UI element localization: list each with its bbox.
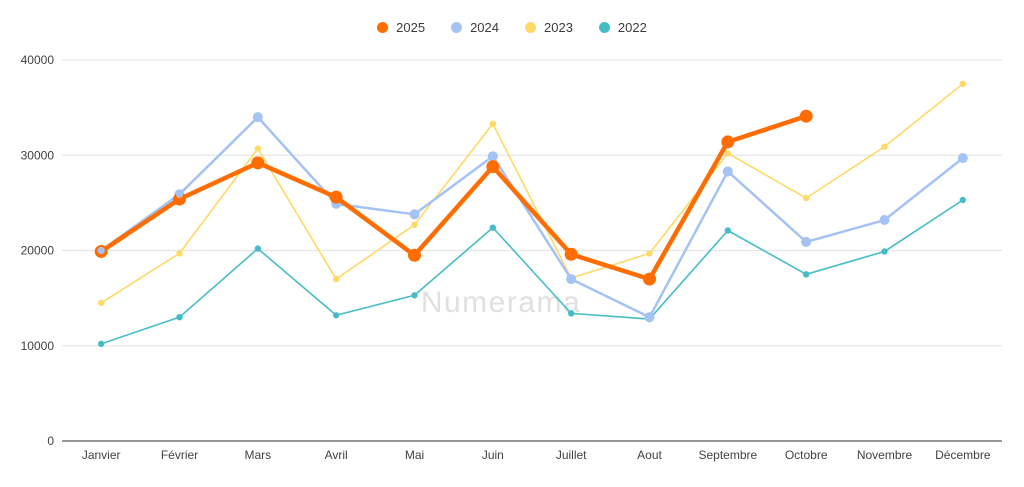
y-axis-tick-label: 10000 — [21, 339, 55, 353]
data-point-2023 — [489, 120, 497, 128]
x-axis-tick-label: Avril — [325, 448, 348, 462]
data-point-2022 — [881, 248, 888, 255]
series-line-2022 — [100, 199, 964, 345]
data-point-2025 — [408, 248, 421, 262]
legend-dot-2025-icon — [377, 22, 389, 33]
data-point-2025 — [564, 247, 578, 261]
legend-item-2022: 2022 — [598, 20, 647, 35]
series-line-2023 — [100, 83, 964, 304]
data-point-2022 — [802, 271, 810, 278]
series-line-2025 — [98, 113, 809, 282]
x-axis-tick-label: Mai — [405, 448, 424, 462]
data-point-2024 — [644, 312, 655, 323]
data-point-2023 — [881, 143, 888, 150]
chart-legend: 2025 2024 2023 2022 — [0, 20, 1024, 35]
x-axis-tick-label: Juillet — [556, 448, 587, 462]
y-axis-tick-label: 20000 — [21, 244, 55, 258]
data-point-2023 — [97, 299, 105, 307]
x-axis-tick-label: Octobre — [785, 448, 828, 462]
legend-item-2023: 2023 — [525, 20, 573, 35]
legend-label-2024: 2024 — [470, 20, 499, 35]
data-point-2024 — [879, 215, 890, 226]
x-axis-tick-label: Juin — [482, 448, 504, 462]
data-point-2022 — [411, 292, 418, 299]
data-point-2025 — [799, 109, 813, 123]
data-point-2025 — [486, 160, 500, 174]
legend-item-2025: 2025 — [377, 20, 425, 35]
data-point-2022 — [959, 196, 967, 204]
data-point-2023 — [176, 250, 183, 257]
data-point-2024 — [487, 151, 498, 162]
x-axis-tick-label: Aout — [637, 448, 662, 462]
data-point-2022 — [724, 227, 732, 234]
data-point-2025 — [643, 272, 656, 286]
data-point-2022 — [332, 312, 340, 319]
legend-label-2023: 2023 — [544, 20, 573, 35]
data-point-2024 — [957, 153, 968, 164]
data-point-2024 — [566, 274, 577, 285]
data-point-2024 — [801, 236, 812, 247]
series-line-2024 — [99, 115, 965, 319]
legend-label-2025: 2025 — [396, 20, 426, 35]
data-point-2023 — [959, 80, 967, 88]
data-point-2024 — [252, 112, 263, 123]
data-point-2025 — [329, 190, 343, 204]
legend-dot-2022-icon — [598, 22, 610, 33]
legend-dot-2023-icon — [525, 22, 536, 33]
data-point-2024 — [409, 209, 420, 220]
data-point-2023 — [254, 145, 262, 152]
legend-label-2022: 2022 — [617, 20, 647, 35]
legend-item-2024: 2024 — [451, 20, 499, 35]
data-point-2024-overlay — [97, 246, 105, 255]
data-point-2023 — [646, 250, 653, 257]
x-axis-tick-label: Décembre — [935, 448, 991, 462]
x-axis-tick-label: Mars — [244, 448, 271, 462]
y-axis-tick-label: 30000 — [21, 148, 55, 162]
data-point-2025 — [721, 135, 735, 149]
data-point-2022 — [176, 313, 183, 321]
x-axis-tick-label: Septembre — [698, 448, 757, 462]
data-point-2022 — [489, 224, 497, 231]
data-point-2023 — [802, 194, 810, 202]
data-point-2024-overlay — [175, 190, 184, 198]
watermark: Numerama — [421, 286, 581, 319]
x-axis-tick-label: Novembre — [857, 448, 913, 462]
data-point-2023 — [724, 150, 732, 157]
y-axis-tick-label: 0 — [47, 434, 54, 448]
legend-dot-2024-icon — [451, 22, 463, 33]
data-point-2023 — [411, 221, 418, 228]
data-point-2023 — [332, 275, 340, 283]
data-point-2022 — [567, 310, 575, 317]
y-axis-tick-label: 40000 — [21, 53, 55, 67]
data-point-2024 — [722, 166, 733, 177]
x-axis-tick-label: Février — [161, 448, 198, 462]
data-point-2022 — [97, 340, 105, 348]
x-axis-tick-label: Janvier — [82, 448, 121, 462]
data-point-2025 — [251, 156, 265, 170]
data-point-2022 — [254, 245, 262, 252]
